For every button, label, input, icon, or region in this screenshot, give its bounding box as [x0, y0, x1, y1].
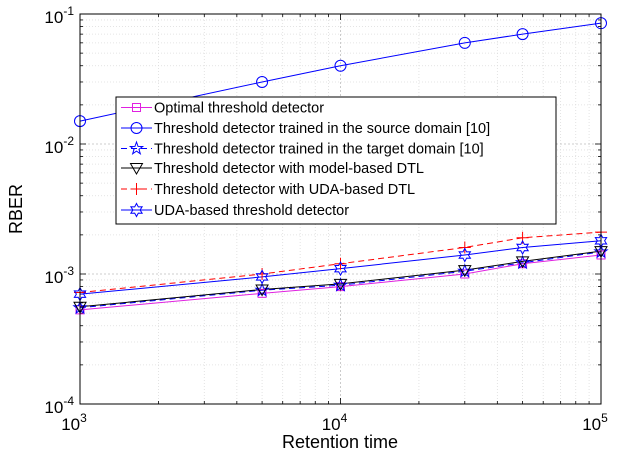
legend-box — [115, 96, 557, 225]
legend-label: Threshold detector trained in the source… — [154, 121, 490, 137]
data-point-marker — [457, 263, 473, 278]
legend-marker — [128, 140, 145, 155]
legend-label: Optimal threshold detector — [154, 101, 324, 117]
data-point-marker — [457, 265, 472, 278]
data-point-marker — [460, 269, 470, 279]
series-line — [79, 250, 602, 308]
plot-frame — [79, 13, 602, 405]
series-line — [79, 22, 602, 122]
x-tick-label: 105 — [582, 411, 608, 434]
x-tick-label: 104 — [322, 411, 348, 434]
series-line — [79, 254, 602, 311]
legend-label: Threshold detector with UDA-based DTL — [154, 182, 415, 198]
legend-marker — [130, 122, 143, 134]
data-point-marker — [334, 257, 347, 270]
data-point-marker — [514, 254, 531, 270]
data-point-marker — [256, 75, 269, 88]
x-tick-labels: 103 104 105 — [61, 411, 608, 434]
y-axis-title: RBER — [6, 184, 26, 234]
data-point-marker — [516, 28, 529, 41]
data-point-marker — [333, 261, 348, 277]
data-point-marker — [334, 59, 347, 72]
legend: Optimal threshold detector Threshold dete… — [115, 96, 557, 225]
series-line — [79, 240, 602, 295]
x-tick-label: 103 — [61, 411, 87, 434]
series-lines — [79, 22, 602, 311]
y-tick-labels: 10-4 10-3 10-2 10-1 — [44, 4, 74, 417]
legend-label: Threshold detector trained in the target… — [154, 142, 484, 158]
legend-label: UDA-based threshold detector — [154, 203, 349, 219]
legend-marker — [130, 183, 143, 195]
y-tick-label: 10-4 — [44, 394, 74, 417]
data-point-marker — [255, 269, 269, 285]
legend-label: Threshold detector with model-based DTL — [154, 161, 424, 177]
legend-marker — [129, 163, 144, 176]
data-point-marker — [515, 256, 530, 269]
legend-marker — [129, 202, 144, 218]
series-line — [79, 251, 602, 309]
x-axis-title: Retention time — [282, 432, 398, 452]
y-tick-label: 10-2 — [44, 134, 74, 157]
data-point-marker — [333, 278, 348, 291]
y-tick-label: 10-1 — [44, 4, 74, 27]
data-point-marker — [257, 288, 267, 298]
legend-marker — [132, 103, 141, 112]
data-point-marker — [332, 277, 349, 292]
data-point-marker — [255, 284, 269, 297]
data-point-marker — [458, 36, 471, 49]
data-point-marker — [458, 247, 472, 263]
y-tick-label: 10-3 — [44, 264, 74, 287]
series-line — [79, 231, 602, 294]
data-point-marker — [516, 239, 530, 256]
